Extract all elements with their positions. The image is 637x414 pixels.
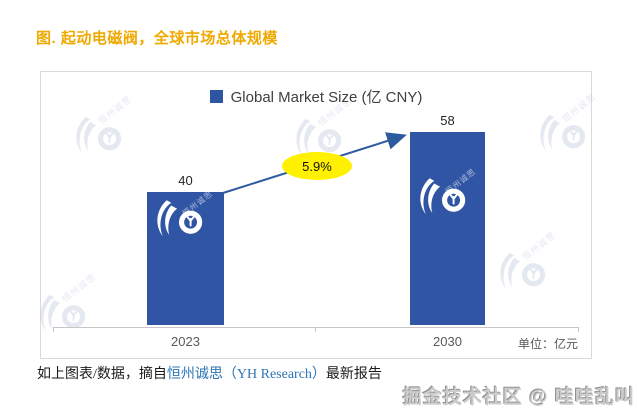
legend-label: Global Market Size (亿 CNY) [230,89,423,106]
bar-value-2030: 58 [440,113,455,128]
source-link[interactable]: 恒州诚思（YH Research） [166,367,326,382]
x-axis-line [53,327,579,328]
figure-title: 图. 起动电磁阀，全球市场总体规模 [36,30,278,47]
growth-rate-value: 5.9% [302,158,332,174]
axis-label-2030: 2030 [433,334,462,349]
legend-swatch [209,90,223,103]
axis-tick [53,327,54,332]
source-note-suffix: 最新报告 [325,367,382,382]
bar-2030: 恒州诚思 [410,132,485,325]
unit-label: 单位：亿元 [517,337,578,351]
axis-tick [578,327,579,332]
axis-label-2023: 2023 [171,334,200,349]
chart-panel: 恒州诚思 恒州诚思 恒州诚思 恒州诚思 恒州诚思 Global Market S… [40,71,598,359]
growth-arrow [222,132,407,194]
axis-tick [315,327,316,332]
chart-legend: Global Market Size (亿 CNY) [41,86,591,107]
bar-2023: 恒州诚思 [147,189,224,325]
source-note: 如上图表/数据，摘自恒州诚思（YH Research）最新报告 [37,363,382,383]
growth-rate-badge: 5.9% [282,152,352,180]
source-note-prefix: 如上图表/数据，摘自 [37,367,167,382]
site-watermark: 掘金技术社区 @ 哇哇乱叫 [402,387,635,408]
bar-value-2023: 40 [178,173,193,188]
